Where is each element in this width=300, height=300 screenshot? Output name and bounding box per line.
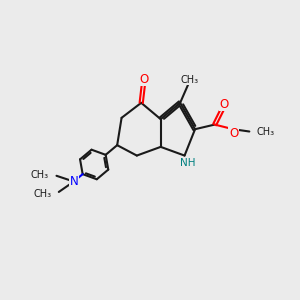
Text: O: O <box>219 98 229 111</box>
Text: CH₃: CH₃ <box>34 189 52 199</box>
Text: CH₃: CH₃ <box>180 75 198 85</box>
Text: CH₃: CH₃ <box>31 169 49 180</box>
Text: O: O <box>139 73 148 85</box>
Text: O: O <box>229 127 238 140</box>
Text: CH₃: CH₃ <box>256 127 274 136</box>
Text: NH: NH <box>180 158 195 168</box>
Text: N: N <box>69 175 78 188</box>
